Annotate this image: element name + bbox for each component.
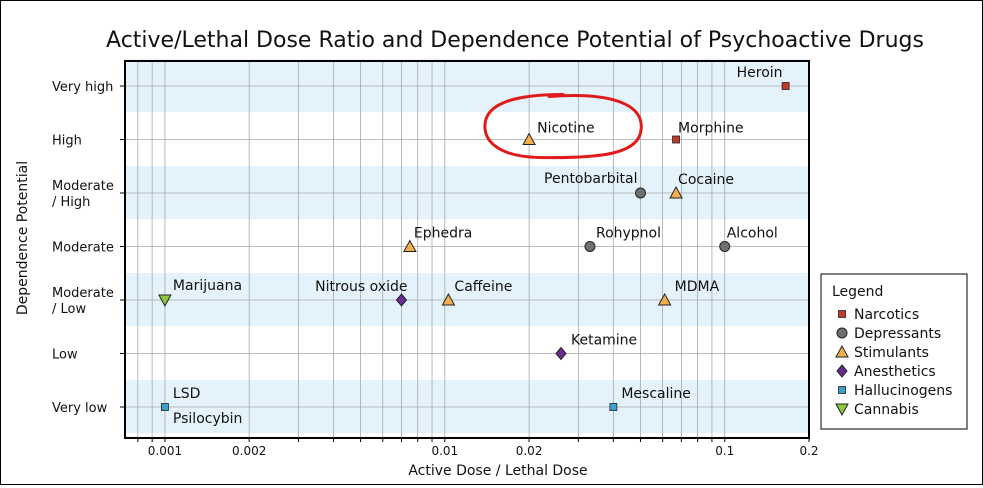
- data-point-ketamine: [555, 346, 567, 361]
- y-tick-label: / High: [52, 195, 90, 210]
- data-point-pentobarbital: [634, 187, 646, 199]
- data-point-mescaline: [609, 403, 618, 411]
- data-point-alcohol: [719, 241, 731, 252]
- legend-entry-anesthetics: Anesthetics: [854, 364, 936, 380]
- data-label-heroin: Heroin: [737, 65, 783, 81]
- data-point-nitrous-oxide: [395, 293, 408, 307]
- legend-title: Legend: [832, 284, 883, 300]
- data-label-ketamine: Ketamine: [571, 333, 637, 349]
- data-point-ephedra: [403, 239, 417, 252]
- y-tick-label: Moderate: [52, 286, 114, 301]
- category-band: [125, 166, 809, 219]
- data-label-lsd: LSD: [173, 386, 200, 402]
- nicotine-highlight-circle: [483, 93, 643, 160]
- data-point-morphine: [672, 135, 680, 144]
- data-point-rohypnol: [584, 241, 596, 252]
- x-tick-label: 0.1: [715, 444, 734, 458]
- data-label-nitrous-oxide: Nitrous oxide: [315, 279, 407, 295]
- data-point-labels: Heroin Morphine Pentobarbital Rohypnol Alcoh…: [173, 65, 783, 427]
- legend-entry-stimulants: Stimulants: [854, 345, 929, 361]
- data-label-mescaline: Mescaline: [621, 386, 691, 402]
- y-tick-label: Moderate: [52, 241, 114, 256]
- data-point-lsd: [161, 403, 169, 411]
- data-label-caffeine: Caffeine: [454, 279, 512, 295]
- plot-area-frame: [124, 60, 810, 439]
- data-label-rohypnol: Rohypnol: [596, 226, 661, 242]
- data-label-cocaine: Cocaine: [678, 172, 734, 188]
- data-point-nicotine: [522, 132, 536, 145]
- category-band: [125, 59, 809, 112]
- y-tick-label: Very low: [52, 401, 108, 416]
- category-band: [125, 273, 809, 326]
- data-points: [158, 82, 790, 411]
- data-label-morphine: Morphine: [678, 121, 744, 137]
- data-label-marijuana: Marijuana: [173, 278, 242, 294]
- y-tick-label: Very high: [52, 80, 113, 95]
- annotations: [483, 93, 643, 160]
- legend-entry-narcotics: Narcotics: [854, 307, 919, 323]
- x-tick-labels: 0.001 0.002 0.01 0.02 0.1 0.2: [148, 444, 819, 458]
- legend-entry-depressants: Depressants: [854, 326, 941, 342]
- data-point-cocaine: [669, 185, 683, 199]
- legend-entry-cannabis: Cannabis: [854, 402, 919, 418]
- x-tick-label: 0.001: [148, 444, 182, 458]
- category-band: [125, 380, 809, 433]
- data-label-alcohol: Alcohol: [727, 226, 778, 242]
- data-point-mdma: [657, 292, 672, 306]
- data-label-nicotine: Nicotine: [537, 121, 595, 137]
- legend-marker-cannabis: [835, 403, 849, 417]
- y-tick-label: / Low: [52, 302, 86, 317]
- data-point-caffeine: [441, 292, 456, 306]
- grid-lines: [125, 61, 810, 438]
- legend: Legend Narcotics Depressants Stimulants Anes…: [820, 273, 968, 430]
- y-tick-label: Moderate: [52, 179, 114, 194]
- y-tick-label: Low: [52, 348, 78, 363]
- data-label-psilocybin: Psilocybin: [173, 411, 242, 427]
- legend-entry-hallucinogens: Hallucinogens: [854, 383, 952, 399]
- chart-title: Active/Lethal Dose Ratio and Dependence …: [106, 28, 924, 53]
- legend-marker-anesthetics: [836, 364, 848, 378]
- data-label-ephedra: Ephedra: [414, 226, 472, 242]
- x-tick-label: 0.002: [232, 444, 266, 458]
- data-label-mdma: MDMA: [675, 279, 720, 295]
- legend-marker-narcotics: [838, 310, 846, 318]
- category-bands: [125, 59, 809, 433]
- data-point-marijuana: [158, 294, 172, 308]
- x-tick-label: 0.02: [516, 444, 543, 458]
- data-label-pentobarbital: Pentobarbital: [544, 171, 637, 187]
- y-axis-label: Dependence Potential: [15, 161, 31, 315]
- legend-marker-stimulants: [835, 344, 849, 358]
- x-tick-label: 0.01: [431, 444, 458, 458]
- x-axis-label: Active Dose / Lethal Dose: [408, 463, 587, 479]
- y-tick-label: High: [52, 134, 82, 149]
- legend-marker-hallucinogens: [838, 386, 846, 394]
- legend-marker-depressants: [836, 327, 848, 339]
- x-tick-label: 0.2: [799, 444, 818, 458]
- data-point-heroin: [781, 82, 790, 90]
